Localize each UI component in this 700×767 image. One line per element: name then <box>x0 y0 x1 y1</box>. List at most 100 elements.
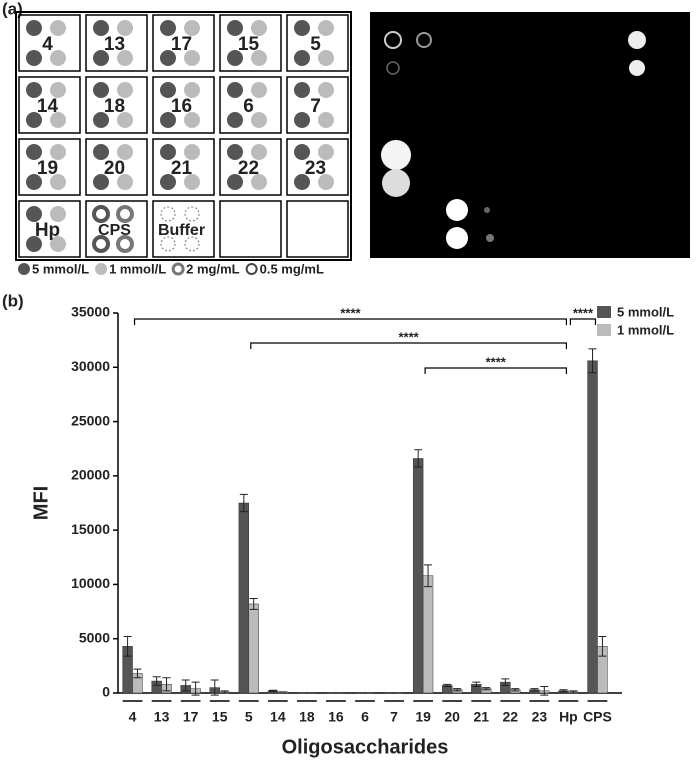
legend-swatch <box>95 263 108 275</box>
spot <box>93 50 109 66</box>
x-tick-label: CPS <box>583 709 612 725</box>
spot <box>227 82 243 98</box>
cell-label: 14 <box>37 96 59 117</box>
error-bar <box>191 681 200 696</box>
spot <box>50 112 66 128</box>
error-bar <box>162 677 171 692</box>
cell-label: 5 <box>310 34 321 55</box>
x-tick-label: 13 <box>154 709 170 725</box>
spot <box>50 20 66 36</box>
spot <box>26 144 42 160</box>
y-tick-label: 5000 <box>79 629 110 645</box>
legend-label: 2 mg/mL <box>186 261 240 276</box>
spot <box>184 236 200 252</box>
legend-label: 1 mmol/L <box>617 322 674 337</box>
spot <box>294 112 310 128</box>
spot <box>160 112 176 128</box>
spot <box>160 236 176 252</box>
spot <box>50 144 66 160</box>
cell-label: 21 <box>171 158 193 179</box>
grid-cell <box>85 138 148 196</box>
spot <box>251 144 267 160</box>
error-bar <box>540 685 549 696</box>
panel-label: (b) <box>2 291 24 310</box>
spot <box>117 20 133 36</box>
grid-cell <box>219 76 282 134</box>
x-tick-label: 21 <box>473 709 489 725</box>
grid-cell <box>18 76 81 134</box>
y-tick-label: 20000 <box>71 467 110 483</box>
x-tick-label: 23 <box>532 709 548 725</box>
spot <box>26 236 42 252</box>
spot <box>251 20 267 36</box>
spot <box>184 82 200 98</box>
spot <box>26 206 42 222</box>
spot <box>251 50 267 66</box>
spot <box>318 144 334 160</box>
grid-frame <box>15 11 352 261</box>
cell-label: 18 <box>104 96 125 117</box>
x-tick-label: 14 <box>270 709 286 725</box>
cell-label: 23 <box>305 158 326 179</box>
spot <box>116 205 134 223</box>
spot <box>93 82 109 98</box>
spot <box>117 144 133 160</box>
grid-cell <box>219 200 282 258</box>
grid-cell <box>85 14 148 72</box>
x-tick-label: 20 <box>444 709 460 725</box>
spot <box>160 50 176 66</box>
spot <box>26 50 42 66</box>
spot <box>294 82 310 98</box>
error-bar <box>220 690 229 694</box>
error-bar <box>501 678 510 686</box>
error-bar <box>588 348 597 374</box>
grid-cell <box>286 76 349 134</box>
bar <box>412 458 424 694</box>
spot <box>160 144 176 160</box>
error-bar <box>443 683 452 687</box>
legend-swatch <box>597 324 611 336</box>
spot <box>294 50 310 66</box>
cell-label: 15 <box>238 34 260 55</box>
spot <box>160 206 176 222</box>
grid-cell <box>18 138 81 196</box>
bar <box>248 603 259 694</box>
cell-label: Buffer <box>158 222 205 239</box>
legend-swatch <box>245 263 258 275</box>
y-tick-label: 25000 <box>71 412 110 428</box>
cell-label: 4 <box>42 34 53 55</box>
x-tick-label: 5 <box>245 709 253 725</box>
grid-cell <box>152 14 215 72</box>
spot <box>184 206 200 222</box>
spot <box>184 174 200 190</box>
x-tick-label: 18 <box>299 709 315 725</box>
legend-swatch <box>597 306 611 318</box>
x-axis-label: Oligosaccharides <box>282 736 449 758</box>
spot <box>50 82 66 98</box>
spot <box>251 174 267 190</box>
grid-cell <box>18 14 81 72</box>
cell-label: 20 <box>104 158 125 179</box>
spot <box>251 112 267 128</box>
error-bar <box>414 449 423 468</box>
cell-label: 19 <box>37 158 58 179</box>
error-bar <box>133 668 142 679</box>
spot <box>117 50 133 66</box>
x-tick-label: 22 <box>503 709 519 725</box>
spot <box>184 144 200 160</box>
x-tick-label: 7 <box>390 709 398 725</box>
spot <box>160 82 176 98</box>
x-tick-label: 4 <box>129 709 137 725</box>
spot <box>93 174 109 190</box>
y-tick-label: 15000 <box>71 521 110 537</box>
error-bar <box>249 598 258 610</box>
grid-cell <box>152 76 215 134</box>
spot <box>227 50 243 66</box>
error-bar <box>424 564 433 588</box>
annotation: **** <box>573 305 594 320</box>
x-tick-label: 19 <box>415 709 431 725</box>
significance-bracket <box>250 342 568 349</box>
legend-swatch <box>18 263 30 275</box>
grid-cell <box>286 14 349 72</box>
grid-cell <box>286 200 349 258</box>
